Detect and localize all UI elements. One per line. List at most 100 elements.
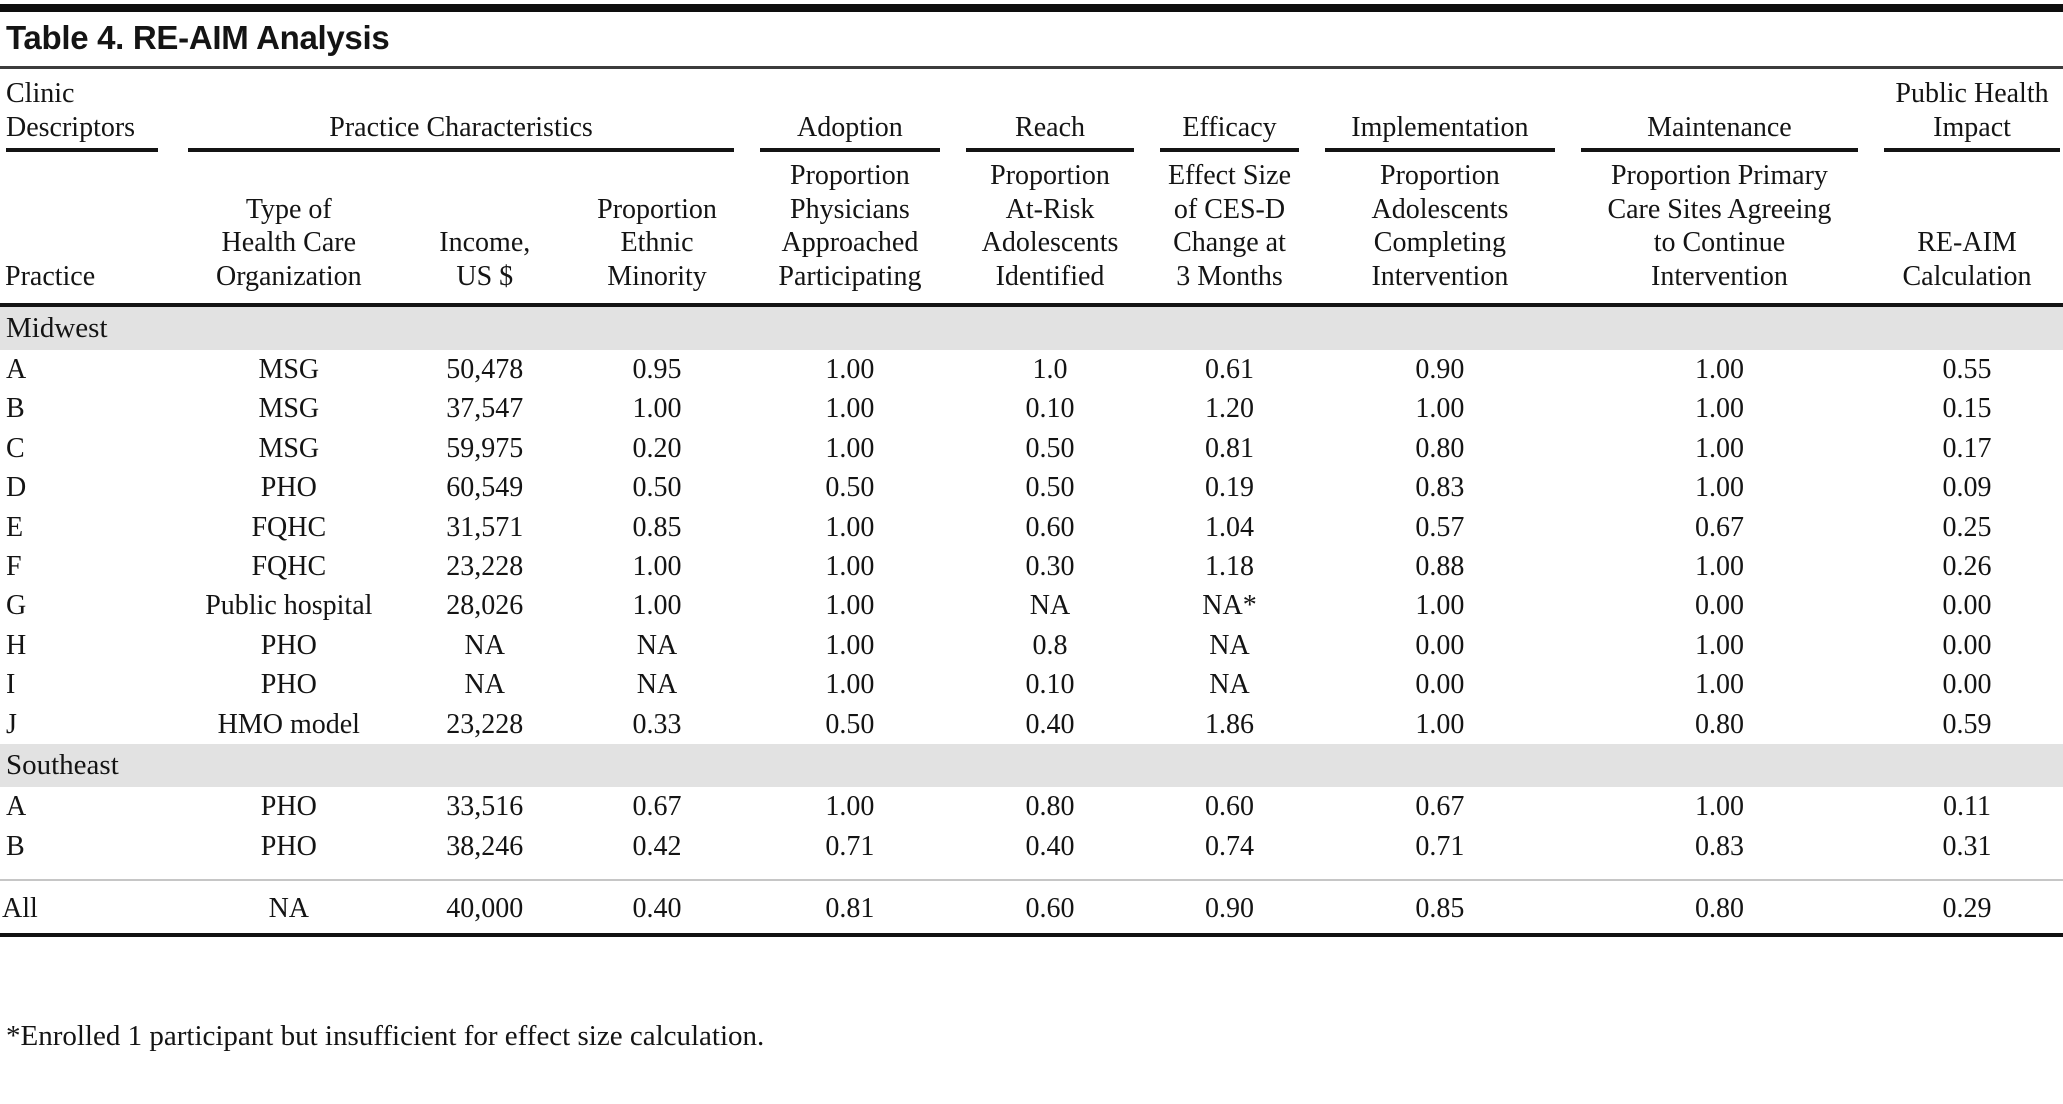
table-cell: 1.00 [1694, 393, 1744, 425]
table-cell: 1.00 [632, 590, 682, 622]
table-cell: 0.25 [1942, 511, 1992, 543]
column-header-adoption-detail: Proportion Physicians Approached Participat… [746, 153, 954, 307]
table-cell: 1.00 [825, 432, 875, 464]
table-cell: 38,246 [446, 830, 524, 862]
table-cell: 0.50 [825, 708, 875, 740]
table-cell: NA [636, 629, 678, 661]
header-line: Health Care [221, 227, 357, 259]
group-line: Efficacy [1182, 111, 1277, 143]
top-rule [0, 4, 2063, 12]
table-cell: 0.80 [1567, 879, 1872, 937]
table-cell: 0.00 [1415, 629, 1465, 661]
table-cell: FQHC [251, 550, 327, 582]
table-cell: F [6, 550, 22, 582]
table-cell: A [6, 791, 27, 823]
group-efficacy: Efficacy [1147, 69, 1312, 153]
table-cell: 0.31 [1942, 830, 1992, 862]
re-aim-table: Clinic Descriptors Practice Characteristi… [0, 69, 2063, 937]
table-cell: 0.90 [1146, 879, 1313, 937]
table-cell: 0.74 [1205, 830, 1254, 862]
table-cell: 1.00 [825, 511, 875, 543]
table-cell: 1.0 [1032, 354, 1068, 385]
header-line: US $ [456, 260, 514, 292]
header-line: RE-AIM [1917, 227, 2017, 259]
header-line: Practice [5, 260, 96, 292]
section-header-midwest: Midwest [0, 304, 2063, 350]
table-cell: 0.11 [1943, 791, 1992, 823]
table-cell: PHO [260, 669, 317, 701]
header-line: of CES-D [1173, 193, 1286, 225]
table-cell: 0.60 [953, 879, 1147, 937]
header-line: Adolescents [1371, 193, 1509, 225]
table-row: A PHO 33,516 0.67 1.00 0.80 0.60 0.67 1.… [0, 787, 2063, 826]
table-cell: 1.00 [1694, 354, 1744, 385]
table-cell: 40,000 [402, 879, 568, 937]
table-cell: 28,026 [446, 590, 524, 622]
header-line: Identified [995, 260, 1105, 292]
header-line: Calculation [1902, 260, 2032, 292]
group-implementation: Implementation [1312, 69, 1568, 153]
table-cell: 1.00 [825, 393, 875, 425]
table-cell: MSG [258, 393, 320, 425]
table-cell: 0.80 [1025, 791, 1075, 823]
table-cell: E [6, 511, 24, 543]
table-cell: 0.60 [1025, 511, 1075, 543]
header-line: Proportion [1380, 160, 1500, 192]
table-cell: B [6, 830, 25, 862]
header-line: Type of [245, 193, 332, 225]
header-line: Change at [1173, 227, 1286, 259]
table-cell: 0.67 [632, 791, 682, 823]
table-cell: 0.85 [1312, 879, 1568, 937]
table-cell: 23,228 [446, 550, 524, 582]
header-line: 3 Months [1176, 260, 1283, 292]
table-cell: I [6, 669, 16, 701]
table-row: J HMO model 23,228 0.33 0.50 0.40 1.86 1… [0, 705, 2063, 744]
table-cell: 33,516 [446, 791, 524, 823]
table-cell: 0.81 [746, 879, 954, 937]
table-cell: 0.50 [1025, 432, 1075, 464]
table-cell: 0.00 [1942, 590, 1992, 622]
table-cell: 0.8 [1032, 629, 1068, 661]
table-cell: H [6, 629, 27, 661]
table-cell: 0.95 [632, 354, 682, 385]
group-line: Public Health [1895, 78, 2049, 109]
table-cell: 0.42 [632, 830, 682, 862]
table-cell: 0.85 [632, 511, 682, 543]
table-cell: 0.40 [567, 879, 747, 937]
header-line: Proportion [790, 160, 910, 192]
table-cell: 0.81 [1205, 432, 1254, 464]
table-cell: 31,571 [446, 511, 524, 543]
header-line: Physicians [790, 193, 910, 225]
table-cell: 1.04 [1205, 511, 1254, 543]
footnote-asterisk: *Enrolled 1 participant but insufficient… [6, 1019, 765, 1052]
group-public-health-impact: Public Health Impact [1871, 69, 2063, 153]
table-cell: 0.09 [1942, 472, 1992, 504]
table-cell: 0.00 [1415, 669, 1465, 701]
table-cell: 50,478 [446, 354, 524, 385]
group-line: Implementation [1351, 111, 1529, 143]
table-title: Table 4. RE-AIM Analysis [0, 12, 2063, 69]
table-cell: 0.00 [1694, 590, 1744, 622]
table-cell: MSG [258, 432, 320, 464]
group-line: Maintenance [1647, 111, 1792, 143]
table-cell: 0.61 [1205, 354, 1254, 385]
table-cell: NA [1029, 590, 1071, 622]
header-line: Adolescents [981, 227, 1119, 259]
column-header-practice: Practice [0, 153, 176, 307]
header-line: Intervention [1651, 260, 1788, 292]
table-cell: 0.67 [1415, 791, 1465, 823]
table-row: A MSG 50,478 0.95 1.00 1.0 0.61 0.90 1.0… [0, 350, 2063, 389]
header-line: Ethnic [620, 227, 694, 259]
table-cell: 1.00 [825, 629, 875, 661]
header-line: Proportion Primary [1610, 160, 1828, 192]
table-cell: C [6, 432, 25, 464]
group-line: Impact [1933, 111, 2011, 143]
table-cell: NA [464, 629, 505, 661]
table-cell: 1.00 [1694, 550, 1744, 582]
table-cell: 37,547 [446, 393, 524, 425]
table-cell: 1.18 [1205, 550, 1254, 582]
table-cell: 0.19 [1205, 472, 1254, 504]
table-cell: 0.88 [1415, 550, 1465, 582]
header-line: Proportion [990, 160, 1110, 192]
section-label: Midwest [0, 304, 2063, 350]
